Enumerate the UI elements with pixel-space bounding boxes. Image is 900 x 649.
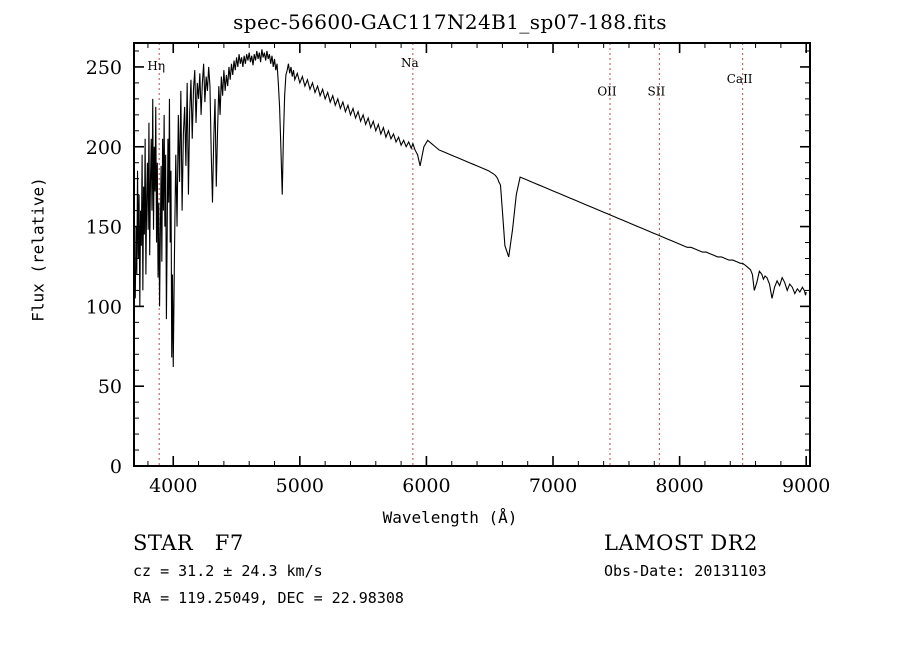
spectral-line-label-h: Hη [147,59,165,73]
spectrum-chart: Hη Na OII SII CaII 4000 5000 6000 7000 8000 9000 0 5… [86,42,830,497]
x-tick-label: 4000 [149,475,197,497]
observation-date: Obs-Date: 20131103 [604,562,767,580]
metadata-footer: STAR F7 cz = 31.2 ± 24.3 km/s RA = 119.2… [0,528,900,648]
survey-name: LAMOST DR2 [604,531,758,555]
x-tick-label: 7000 [529,475,577,497]
spectral-line-label-na: Na [401,56,419,70]
y-tick-label: 150 [86,217,122,239]
plot-frame [133,42,811,467]
spectral-line-label-sii: SII [648,85,666,99]
spectral-class: F7 [214,531,244,555]
x-tick-label: 9000 [782,475,830,497]
spectral-line-label-oii: OII [597,85,617,99]
page-title: spec-56600-GAC117N24B1_sp07-188.fits [233,10,667,34]
x-tick-label: 8000 [655,475,703,497]
y-tick-label: 100 [86,296,122,318]
object-type-line: STAR F7 [133,528,404,558]
y-tick-label: 50 [98,376,122,398]
footer-left-column: STAR F7 cz = 31.2 ± 24.3 km/s RA = 119.2… [133,528,404,612]
spectrum-trace [134,49,807,368]
x-tick-label: 6000 [402,475,450,497]
y-tick-label: 250 [86,57,122,79]
x-tick-label: 5000 [276,475,324,497]
coordinates: RA = 119.25049, DEC = 22.98308 [133,589,404,607]
radial-velocity: cz = 31.2 ± 24.3 km/s [133,562,323,580]
object-type: STAR [133,531,194,555]
y-tick-label: 200 [86,137,122,159]
y-tick-label: 0 [110,456,122,478]
footer-right-column: LAMOST DR2 Obs-Date: 20131103 [604,528,767,585]
spectral-line-label-caii: CaII [727,72,753,86]
x-axis-title: Wavelength (Å) [382,508,518,527]
y-axis-title: Flux (relative) [28,177,48,322]
